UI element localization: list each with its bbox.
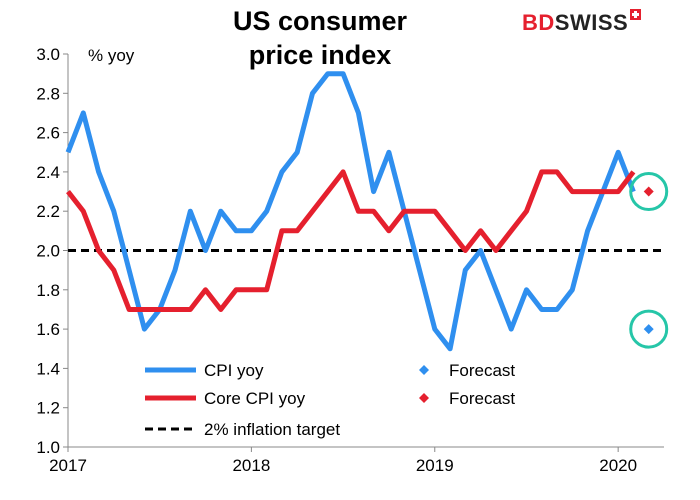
y-tick-label: 2.2 [36, 202, 60, 221]
logo-swiss: SWISS [554, 10, 629, 35]
forecast-point [643, 186, 654, 197]
series-line-core-cpi-yoy [66, 169, 636, 312]
y-tick-label: 2.8 [36, 84, 60, 103]
y-axis-unit-label: % yoy [88, 46, 135, 65]
logo-bd: BD [522, 10, 555, 35]
x-tick-label: 2020 [599, 456, 637, 475]
legend-label: CPI yoy [204, 361, 264, 380]
forecast-highlight-circle [629, 172, 669, 212]
series-line-cpi-yoy [65, 71, 636, 352]
chart-title-line2: price index [248, 40, 392, 70]
legend-swatch-forecast [419, 365, 429, 375]
swiss-cross-icon [630, 9, 642, 20]
legend-label: Forecast [449, 361, 515, 380]
y-tick-label: 1.8 [36, 281, 60, 300]
y-tick-label: 1.4 [36, 359, 60, 378]
x-axis: 2017 2018 2019 2020 [49, 446, 664, 475]
chart-title: US consumer price index [200, 4, 440, 72]
series-lines [65, 71, 636, 352]
y-tick-label: 1.0 [36, 438, 60, 457]
y-axis: 1.0 1.2 1.4 1.6 1.8 2.0 2.2 2.4 2.6 2.8 3.0 [36, 45, 69, 457]
forecast-point [643, 324, 654, 335]
y-tick-label: 2.4 [36, 163, 60, 182]
legend-label: Core CPI yoy [204, 389, 306, 408]
forecast-markers [629, 172, 669, 349]
legend-swatch-forecast [419, 393, 429, 403]
x-tick-label: 2017 [49, 456, 87, 475]
brand-logo: BDSWISS [522, 9, 642, 36]
y-tick-label: 3.0 [36, 45, 60, 64]
y-tick-label: 2.0 [36, 242, 60, 261]
y-tick-label: 1.6 [36, 320, 60, 339]
legend: CPI yoy Core CPI yoy 2% inflation target Fo… [145, 361, 515, 439]
legend-label: Forecast [449, 389, 515, 408]
y-tick-label: 1.2 [36, 399, 60, 418]
x-tick-label: 2019 [416, 456, 454, 475]
legend-label: 2% inflation target [204, 420, 340, 439]
chart-title-line1: US consumer [232, 6, 408, 36]
x-tick-label: 2018 [232, 456, 270, 475]
y-tick-label: 2.6 [36, 124, 60, 143]
forecast-highlight-circle [629, 309, 669, 349]
